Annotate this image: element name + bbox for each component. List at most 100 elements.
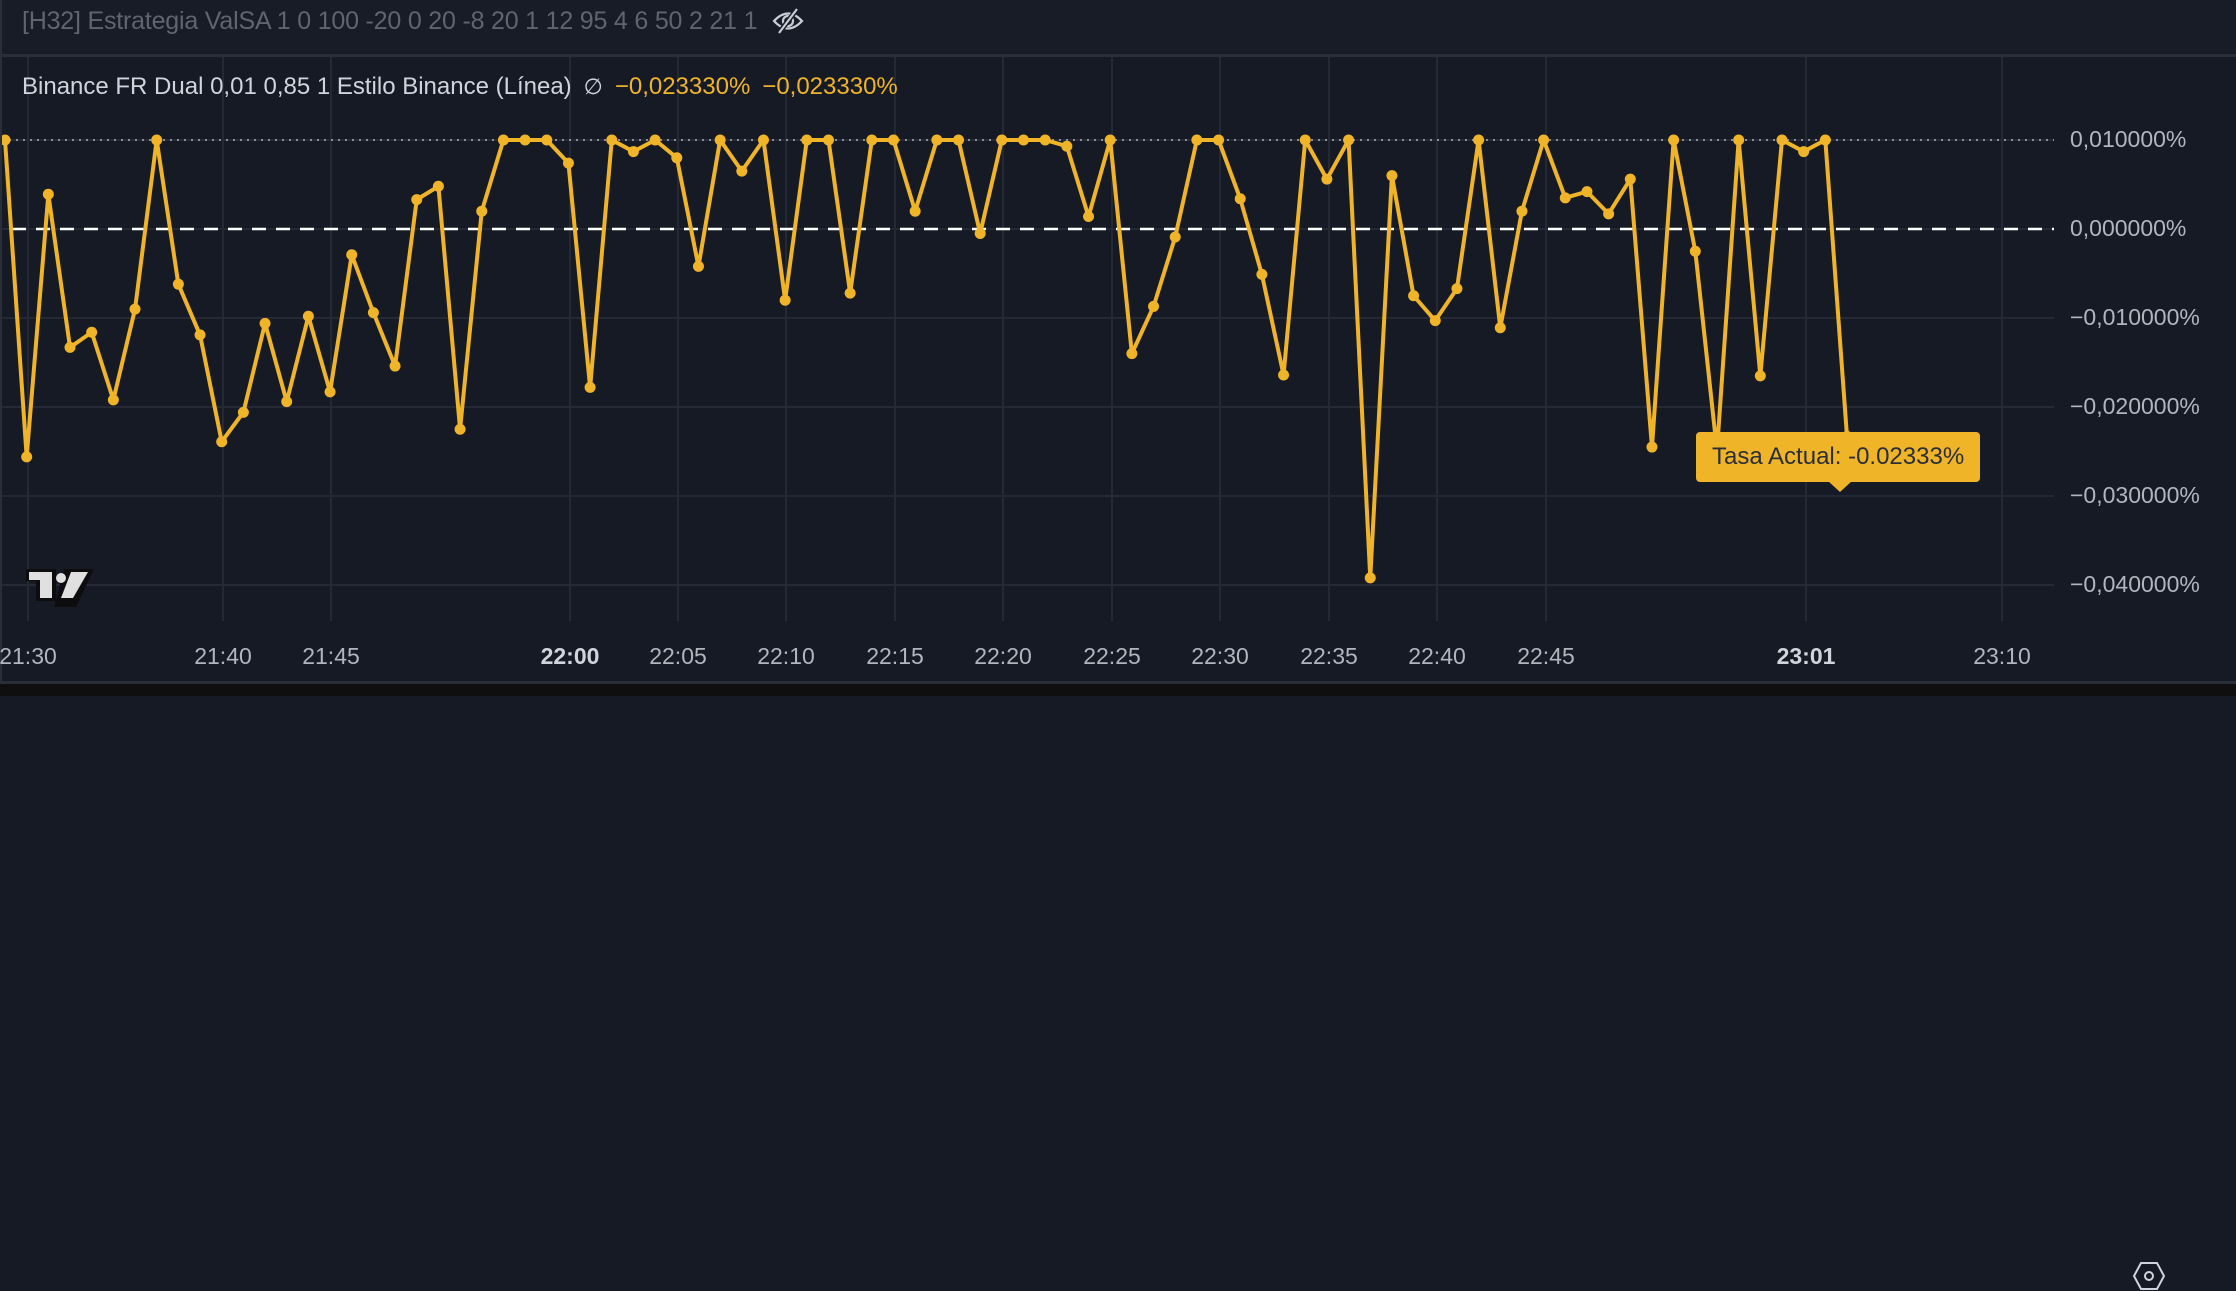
data-point[interactable] <box>1018 134 1030 146</box>
data-point[interactable] <box>584 381 596 393</box>
data-point[interactable] <box>1299 134 1311 146</box>
data-point[interactable] <box>194 329 206 341</box>
tradingview-logo-icon[interactable] <box>24 567 94 607</box>
data-point[interactable] <box>1408 290 1420 302</box>
data-point[interactable] <box>237 406 249 418</box>
data-point[interactable] <box>736 165 748 177</box>
data-point[interactable] <box>1473 134 1485 146</box>
time-label: 22:40 <box>1408 643 1466 669</box>
data-point[interactable] <box>1798 146 1810 158</box>
data-point[interactable] <box>21 451 33 463</box>
data-point[interactable] <box>671 152 683 164</box>
data-point[interactable] <box>909 205 921 217</box>
pane-divider[interactable] <box>0 54 2236 57</box>
data-point[interactable] <box>1169 231 1181 243</box>
chart-plot-area[interactable] <box>2 57 2054 621</box>
data-point[interactable] <box>411 194 423 206</box>
data-point[interactable] <box>107 394 119 406</box>
price-label: 0,010000% <box>2070 126 2187 152</box>
data-point[interactable] <box>302 310 314 322</box>
price-axis[interactable]: 0,010000% 0,000000% −0,010000% −0,020000… <box>2054 57 2236 621</box>
data-point[interactable] <box>1126 348 1138 360</box>
time-label: 23:10 <box>1973 643 2031 669</box>
data-point[interactable] <box>346 249 358 261</box>
data-point[interactable] <box>1234 193 1246 205</box>
data-point[interactable] <box>64 341 76 353</box>
data-point[interactable] <box>476 205 488 217</box>
data-point[interactable] <box>692 260 704 272</box>
data-point[interactable] <box>606 134 618 146</box>
data-point[interactable] <box>996 134 1008 146</box>
funding-rate-line[interactable] <box>3 138 1849 580</box>
data-point[interactable] <box>2 134 11 146</box>
data-point[interactable] <box>1213 134 1225 146</box>
data-point[interactable] <box>1083 211 1095 223</box>
data-point[interactable] <box>844 287 856 299</box>
data-point[interactable] <box>714 134 726 146</box>
data-point[interactable] <box>757 134 769 146</box>
data-point[interactable] <box>151 134 163 146</box>
data-point[interactable] <box>259 317 271 329</box>
data-point[interactable] <box>1559 192 1571 204</box>
data-point[interactable] <box>1494 322 1506 334</box>
data-point[interactable] <box>801 134 813 146</box>
time-axis[interactable]: 21:30 21:40 21:45 22:00 22:05 22:10 22:1… <box>0 621 2236 1290</box>
data-point[interactable] <box>1386 170 1398 182</box>
data-point[interactable] <box>1321 173 1333 185</box>
data-point[interactable] <box>1039 134 1051 146</box>
data-point[interactable] <box>129 303 141 315</box>
main-chart-pane[interactable]: Binance FR Dual 0,01 0,85 1 Estilo Binan… <box>0 57 2236 621</box>
data-point[interactable] <box>1668 134 1680 146</box>
data-point[interactable] <box>1624 173 1636 185</box>
data-point[interactable] <box>1278 369 1290 381</box>
data-point[interactable] <box>1646 441 1658 453</box>
data-point[interactable] <box>86 326 98 338</box>
data-point[interactable] <box>1104 134 1116 146</box>
data-point[interactable] <box>822 134 834 146</box>
data-point[interactable] <box>1061 140 1073 152</box>
data-point[interactable] <box>541 134 553 146</box>
data-point[interactable] <box>1429 315 1441 327</box>
data-point[interactable] <box>1364 572 1376 584</box>
series-legend[interactable]: Binance FR Dual 0,01 0,85 1 Estilo Binan… <box>22 73 898 101</box>
data-point[interactable] <box>1256 268 1268 280</box>
data-point[interactable] <box>649 134 661 146</box>
data-point[interactable] <box>1776 134 1788 146</box>
data-point[interactable] <box>454 423 466 435</box>
data-point[interactable] <box>1689 245 1701 257</box>
data-point[interactable] <box>324 386 336 398</box>
data-point[interactable] <box>1343 134 1355 146</box>
data-point[interactable] <box>432 180 444 192</box>
data-point[interactable] <box>216 436 228 448</box>
data-point[interactable] <box>1538 134 1550 146</box>
data-point[interactable] <box>281 396 293 408</box>
settings-hexagon-icon[interactable] <box>2132 1261 2166 1291</box>
data-point[interactable] <box>931 134 943 146</box>
data-point[interactable] <box>627 146 639 158</box>
data-point[interactable] <box>1451 283 1463 295</box>
indicator-legend-text: [H32] Estrategia ValSA 1 0 100 -20 0 20 … <box>22 6 758 35</box>
data-point[interactable] <box>389 360 401 372</box>
data-point[interactable] <box>562 157 574 169</box>
data-point[interactable] <box>172 278 184 290</box>
data-point[interactable] <box>953 134 965 146</box>
data-point[interactable] <box>1581 186 1593 198</box>
data-point[interactable] <box>1733 134 1745 146</box>
data-point[interactable] <box>42 188 54 200</box>
data-point[interactable] <box>887 134 899 146</box>
data-point[interactable] <box>497 134 509 146</box>
eye-off-icon[interactable] <box>771 6 805 36</box>
data-point[interactable] <box>779 294 791 306</box>
data-point[interactable] <box>974 227 986 239</box>
data-point[interactable] <box>519 134 531 146</box>
time-label: 22:30 <box>1191 643 1249 669</box>
data-point[interactable] <box>367 307 379 319</box>
data-point[interactable] <box>866 134 878 146</box>
data-point[interactable] <box>1516 205 1528 217</box>
data-point[interactable] <box>1754 370 1766 382</box>
data-point[interactable] <box>1148 300 1160 312</box>
data-point[interactable] <box>1819 134 1831 146</box>
data-point[interactable] <box>1191 134 1203 146</box>
indicator-legend[interactable]: [H32] Estrategia ValSA 1 0 100 -20 0 20 … <box>22 6 805 36</box>
data-point[interactable] <box>1603 208 1615 220</box>
